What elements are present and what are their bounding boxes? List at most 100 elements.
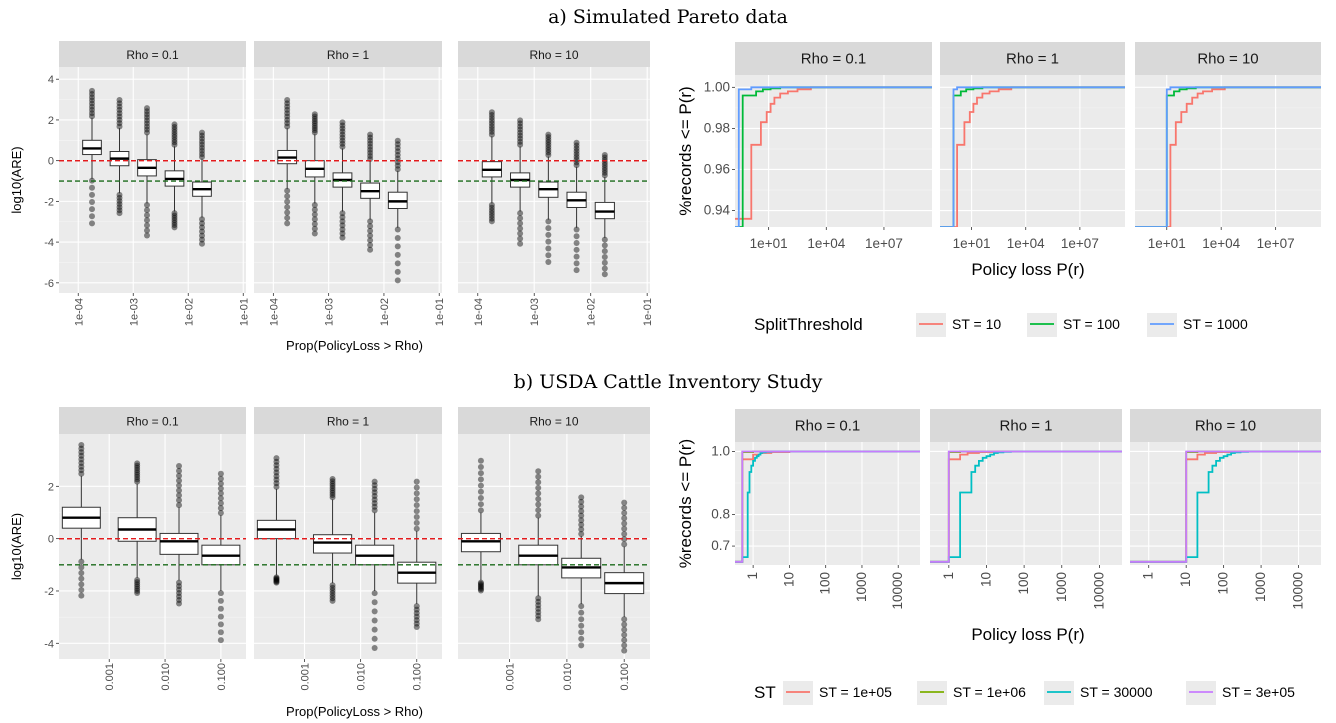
outlier-point	[477, 494, 484, 501]
box-3	[561, 494, 602, 649]
outlier-point	[311, 230, 318, 237]
outlier-point	[89, 198, 95, 205]
box-1	[82, 87, 102, 227]
x-tick-label: 0.010	[356, 663, 368, 691]
outlier-point	[217, 490, 224, 497]
outlier-point	[621, 642, 628, 649]
outlier-point	[339, 234, 346, 241]
outlier-point	[601, 162, 608, 169]
outlier-point	[573, 233, 580, 240]
x-tick-label: 1e+01	[750, 236, 788, 251]
boxplot-b: Rho = 0.1 0.001 0.010 0.100 -4 -2 0 2 Rho = 1 0.0…	[9, 407, 650, 719]
outlier-point	[578, 622, 585, 629]
box-4	[164, 121, 185, 231]
outlier-point	[284, 123, 291, 130]
outlier-point	[311, 111, 318, 118]
outlier-point	[273, 578, 280, 585]
outlier-point	[89, 97, 95, 104]
outlier-point	[517, 132, 524, 139]
outlier-point	[477, 582, 484, 589]
outlier-point	[311, 122, 318, 129]
outlier-point	[367, 134, 374, 141]
outlier-point	[273, 577, 280, 584]
facet-strip	[940, 42, 1125, 75]
outlier-point	[573, 226, 580, 233]
legend-key	[1027, 313, 1057, 337]
legend: SplitThreshold ST = 10 ST = 100 ST = 1000	[754, 313, 1248, 337]
outlier-point	[144, 108, 150, 115]
y-axis-title: %records <= P(r)	[676, 86, 695, 215]
outlier-point	[89, 110, 95, 117]
outlier-point	[578, 642, 585, 649]
outlier-point	[371, 503, 378, 510]
outlier-point	[176, 487, 183, 494]
outlier-point	[144, 222, 150, 229]
panel-background	[59, 67, 246, 293]
x-axis-title: Prop(PolicyLoss > Rho)	[286, 338, 423, 353]
outlier-point	[329, 592, 336, 599]
outlier-point	[116, 197, 123, 204]
y-tick-label: -4	[44, 638, 54, 650]
outlier-point	[311, 129, 318, 136]
outlier-point	[545, 225, 552, 232]
outlier-point	[89, 103, 95, 110]
outlier-point	[517, 210, 524, 217]
x-tick-label: 1000	[1054, 572, 1069, 602]
legend-key	[1044, 681, 1074, 705]
outlier-point	[78, 581, 85, 588]
outlier-point	[329, 494, 336, 501]
outlier-point	[311, 216, 318, 223]
outlier-point	[217, 495, 224, 502]
outlier-point	[545, 218, 552, 225]
series-line	[1130, 450, 1321, 563]
outlier-point	[488, 215, 495, 222]
outlier-point	[176, 502, 183, 509]
outlier-point	[573, 253, 580, 260]
facet-label: Rho = 1	[327, 415, 370, 429]
outlier-point	[621, 530, 628, 537]
x-tick-label: 0.001	[300, 663, 312, 691]
outlier-point	[144, 105, 150, 112]
outlier-point	[488, 212, 495, 219]
outlier-point	[371, 590, 378, 597]
outlier-point	[144, 111, 150, 118]
outlier-point	[311, 113, 318, 120]
box-5	[387, 137, 408, 284]
outlier-point	[601, 259, 608, 266]
series-group	[930, 450, 1122, 563]
outlier-point	[144, 227, 150, 234]
outlier-point	[89, 100, 95, 107]
outlier-point	[311, 118, 318, 125]
outlier-point	[339, 230, 346, 237]
outlier-point	[176, 497, 183, 504]
outlier-point	[176, 583, 183, 590]
outlier-point	[199, 150, 205, 157]
outlier-point	[217, 629, 224, 636]
outlier-point	[311, 221, 318, 228]
facet-strip	[59, 41, 246, 67]
series-group	[735, 450, 920, 563]
outlier-point	[339, 222, 346, 229]
outlier-point	[329, 584, 336, 591]
outlier-point	[394, 148, 401, 155]
box-2	[304, 111, 325, 237]
outlier-point	[413, 613, 420, 620]
chart-root: Rho = 0.1 1e-04 1e-03 1e-02 1e-01 -6 -4 -2 0 2 4 Rh…	[9, 41, 1321, 719]
x-tick-label: 100	[1016, 572, 1031, 595]
facet-label: Rho = 10	[529, 48, 578, 62]
outlier-point	[199, 144, 205, 151]
outlier-point	[171, 210, 178, 217]
outlier-point	[339, 140, 346, 147]
outlier-point	[199, 224, 205, 231]
outlier-point	[621, 515, 628, 522]
x-tick-label: 0.100	[619, 663, 631, 691]
outlier-point	[199, 132, 205, 139]
outlier-point	[144, 123, 150, 130]
facet-label: Rho = 0.1	[126, 415, 179, 429]
outlier-point	[273, 576, 280, 583]
outlier-point	[545, 134, 552, 141]
outlier-point	[134, 462, 141, 469]
x-tick-label: 1	[941, 572, 956, 580]
facet-label: Rho = 0.1	[795, 418, 860, 435]
